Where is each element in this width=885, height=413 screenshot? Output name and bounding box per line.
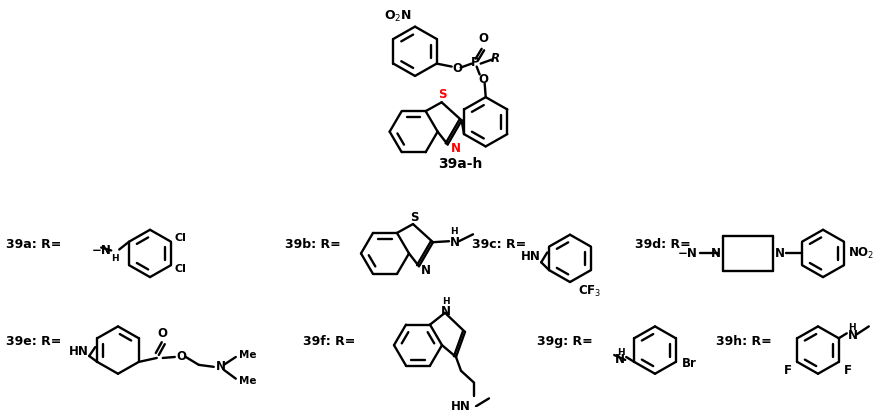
- Text: N: N: [615, 354, 625, 366]
- Text: HN: HN: [69, 344, 89, 358]
- Text: Cl: Cl: [174, 264, 187, 274]
- Text: 39e: R=: 39e: R=: [6, 335, 61, 348]
- Text: 39b: R=: 39b: R=: [285, 238, 341, 251]
- Text: −N: −N: [678, 247, 698, 260]
- Text: R: R: [491, 52, 500, 65]
- Text: H: H: [442, 297, 450, 306]
- Text: O$_2$N: O$_2$N: [384, 9, 412, 24]
- Text: 39g: R=: 39g: R=: [537, 335, 593, 348]
- Text: 39d: R=: 39d: R=: [635, 238, 691, 251]
- Text: 39a-h: 39a-h: [438, 157, 483, 171]
- Text: N: N: [775, 247, 785, 260]
- Text: O: O: [158, 327, 168, 340]
- Text: O: O: [479, 73, 489, 86]
- Text: HN: HN: [521, 250, 541, 263]
- Text: 39f: R=: 39f: R=: [303, 335, 356, 348]
- Text: 39h: R=: 39h: R=: [716, 335, 772, 348]
- Text: Cl: Cl: [174, 233, 187, 243]
- Text: H: H: [618, 348, 625, 357]
- Text: H: H: [112, 254, 119, 263]
- Text: S: S: [438, 88, 447, 101]
- Text: S: S: [410, 211, 419, 224]
- Text: NO$_2$: NO$_2$: [848, 246, 874, 261]
- Text: N: N: [441, 305, 451, 318]
- Text: N: N: [450, 142, 461, 155]
- Text: 39c: R=: 39c: R=: [472, 238, 527, 251]
- Text: HN: HN: [451, 400, 471, 413]
- Text: O: O: [177, 351, 187, 363]
- Text: O: O: [479, 32, 489, 45]
- Text: CF$_3$: CF$_3$: [578, 284, 601, 299]
- Text: P: P: [472, 56, 480, 69]
- Text: N: N: [216, 360, 226, 373]
- Text: H: H: [450, 227, 458, 236]
- Text: N: N: [450, 236, 460, 249]
- Text: O: O: [452, 62, 463, 75]
- Text: F: F: [784, 364, 792, 377]
- Text: Me: Me: [239, 376, 257, 386]
- Text: −N: −N: [91, 244, 112, 257]
- Text: N: N: [711, 247, 721, 260]
- Text: Br: Br: [681, 357, 696, 370]
- Text: N: N: [421, 263, 431, 277]
- Text: F: F: [843, 364, 851, 377]
- Text: Me: Me: [239, 350, 257, 360]
- Text: N: N: [848, 329, 858, 342]
- Text: 39a: R=: 39a: R=: [6, 238, 61, 251]
- Text: H: H: [848, 323, 856, 332]
